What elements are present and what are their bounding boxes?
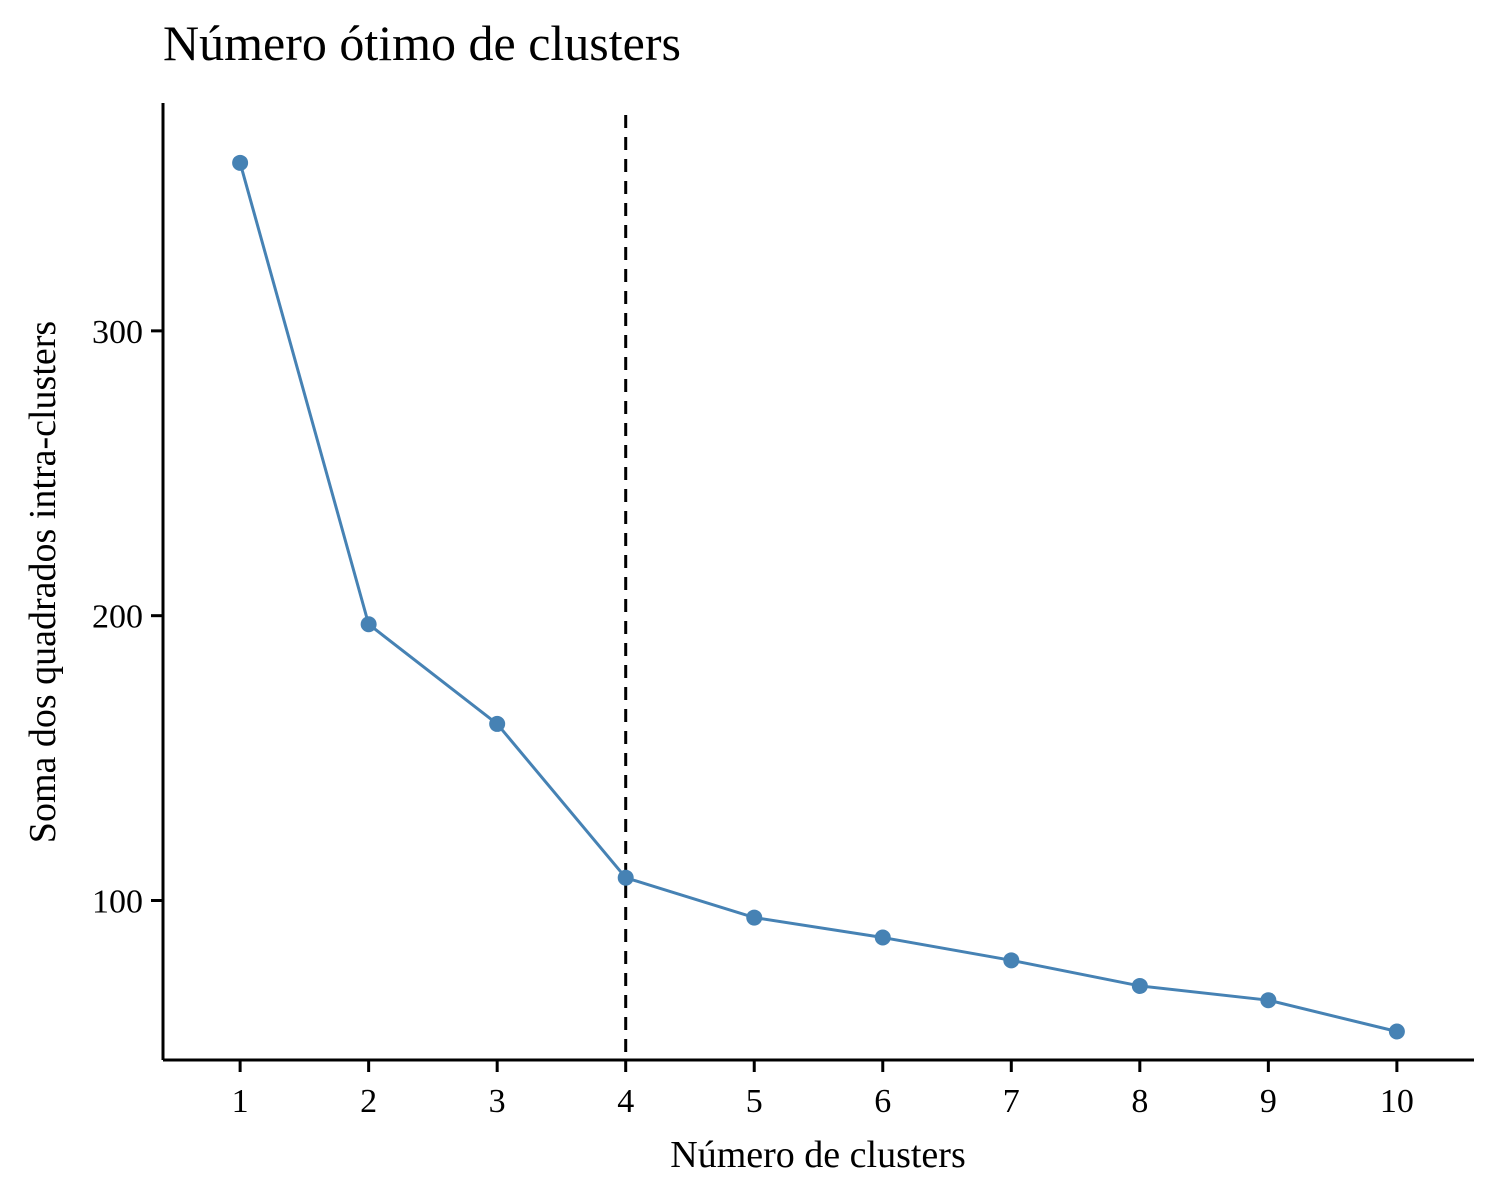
data-point — [1260, 992, 1277, 1009]
series-line — [238, 162, 1398, 1033]
data-point — [1131, 977, 1148, 994]
y-tick-label: 100 — [92, 884, 143, 921]
data-point — [360, 616, 377, 633]
data-point — [746, 909, 763, 926]
y-tick-label: 200 — [92, 599, 143, 636]
x-tick-label: 3 — [489, 1083, 506, 1120]
x-tick-label: 6 — [874, 1083, 891, 1120]
y-ticks: 100 200 300 — [92, 314, 163, 921]
x-tick-label: 1 — [232, 1083, 249, 1120]
x-tick-label: 9 — [1260, 1083, 1277, 1120]
y-axis-title: Soma dos quadrados intra-clusters — [22, 321, 64, 843]
x-tick-label: 5 — [746, 1083, 763, 1120]
data-point — [1388, 1023, 1405, 1040]
x-ticks: 1 2 3 4 5 6 7 8 9 10 — [232, 1060, 1414, 1120]
x-tick-label: 2 — [360, 1083, 377, 1120]
x-tick-label: 8 — [1131, 1083, 1148, 1120]
y-tick-label: 300 — [92, 314, 143, 351]
x-tick-label: 7 — [1003, 1083, 1020, 1120]
x-tick-label: 4 — [617, 1083, 634, 1120]
axes — [161, 103, 1474, 1062]
x-tick-label: 10 — [1380, 1083, 1414, 1120]
chart-title: Número ótimo de clusters — [163, 15, 681, 71]
data-point — [232, 154, 249, 171]
x-axis-title: Número de clusters — [670, 1134, 965, 1176]
data-point — [489, 715, 506, 732]
data-point — [874, 929, 891, 946]
series-group — [232, 154, 1405, 1040]
data-point — [617, 869, 634, 886]
data-point — [1003, 952, 1020, 969]
